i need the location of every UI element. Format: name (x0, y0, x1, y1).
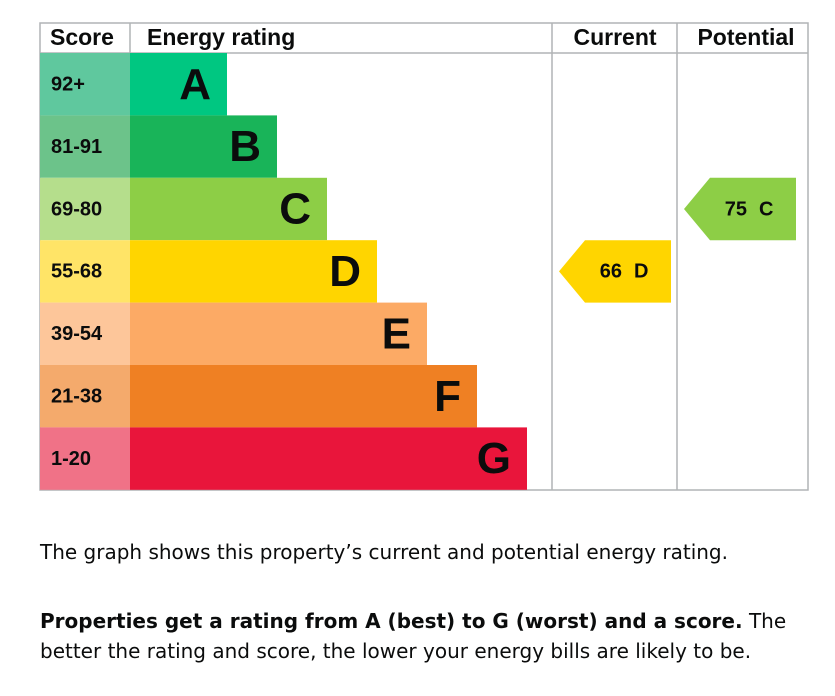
rating-bar (130, 240, 377, 303)
score-label: 69-80 (51, 198, 102, 220)
info-text: Properties get a rating from A (best) to… (40, 606, 810, 666)
rating-letter: B (229, 122, 261, 171)
header: Current (573, 24, 656, 50)
score-label: 39-54 (51, 323, 103, 345)
rating-bar (130, 53, 227, 116)
rating-letter: E (382, 309, 411, 358)
rating-bar (130, 427, 527, 490)
potential-arrow (684, 177, 796, 241)
intro-text: The graph shows this property’s current … (40, 540, 728, 564)
score-label: 21-38 (51, 385, 102, 407)
rating-bar (130, 365, 477, 428)
score-label: 81-91 (51, 136, 102, 158)
potential-score: 75 (725, 198, 747, 220)
score-cell (40, 365, 130, 428)
score-label: 1-20 (51, 448, 91, 470)
score-label: 55-68 (51, 261, 102, 283)
score-cell (40, 427, 130, 490)
rating-letter: G (477, 434, 511, 483)
rating-bar (130, 302, 427, 365)
current-arrow (559, 240, 671, 303)
bold-text: Properties get a rating from A (best) to… (40, 609, 743, 633)
header: Potential (697, 24, 794, 50)
rating-letter: D (329, 247, 361, 296)
rating-letter: A (179, 60, 211, 109)
score-cell (40, 302, 130, 365)
rating-letter: F (434, 372, 461, 421)
potential-letter: C (759, 198, 773, 220)
score-cell (40, 177, 130, 241)
rating-letter: C (279, 185, 311, 234)
header: Score (50, 24, 114, 50)
energy-graph: Score Energy rating Current Potential 92… (39, 22, 809, 491)
score-label: 92+ (51, 73, 85, 95)
score-cell (40, 240, 130, 303)
rest-text: The better the rating and score, the low… (40, 609, 787, 663)
score-cell (40, 115, 130, 178)
rating-bar (130, 115, 277, 178)
score-cell (40, 53, 130, 116)
rating-bar (130, 177, 327, 241)
current-score: 66 (600, 261, 622, 283)
current-letter: D (634, 261, 648, 283)
header: Energy rating (147, 24, 295, 50)
